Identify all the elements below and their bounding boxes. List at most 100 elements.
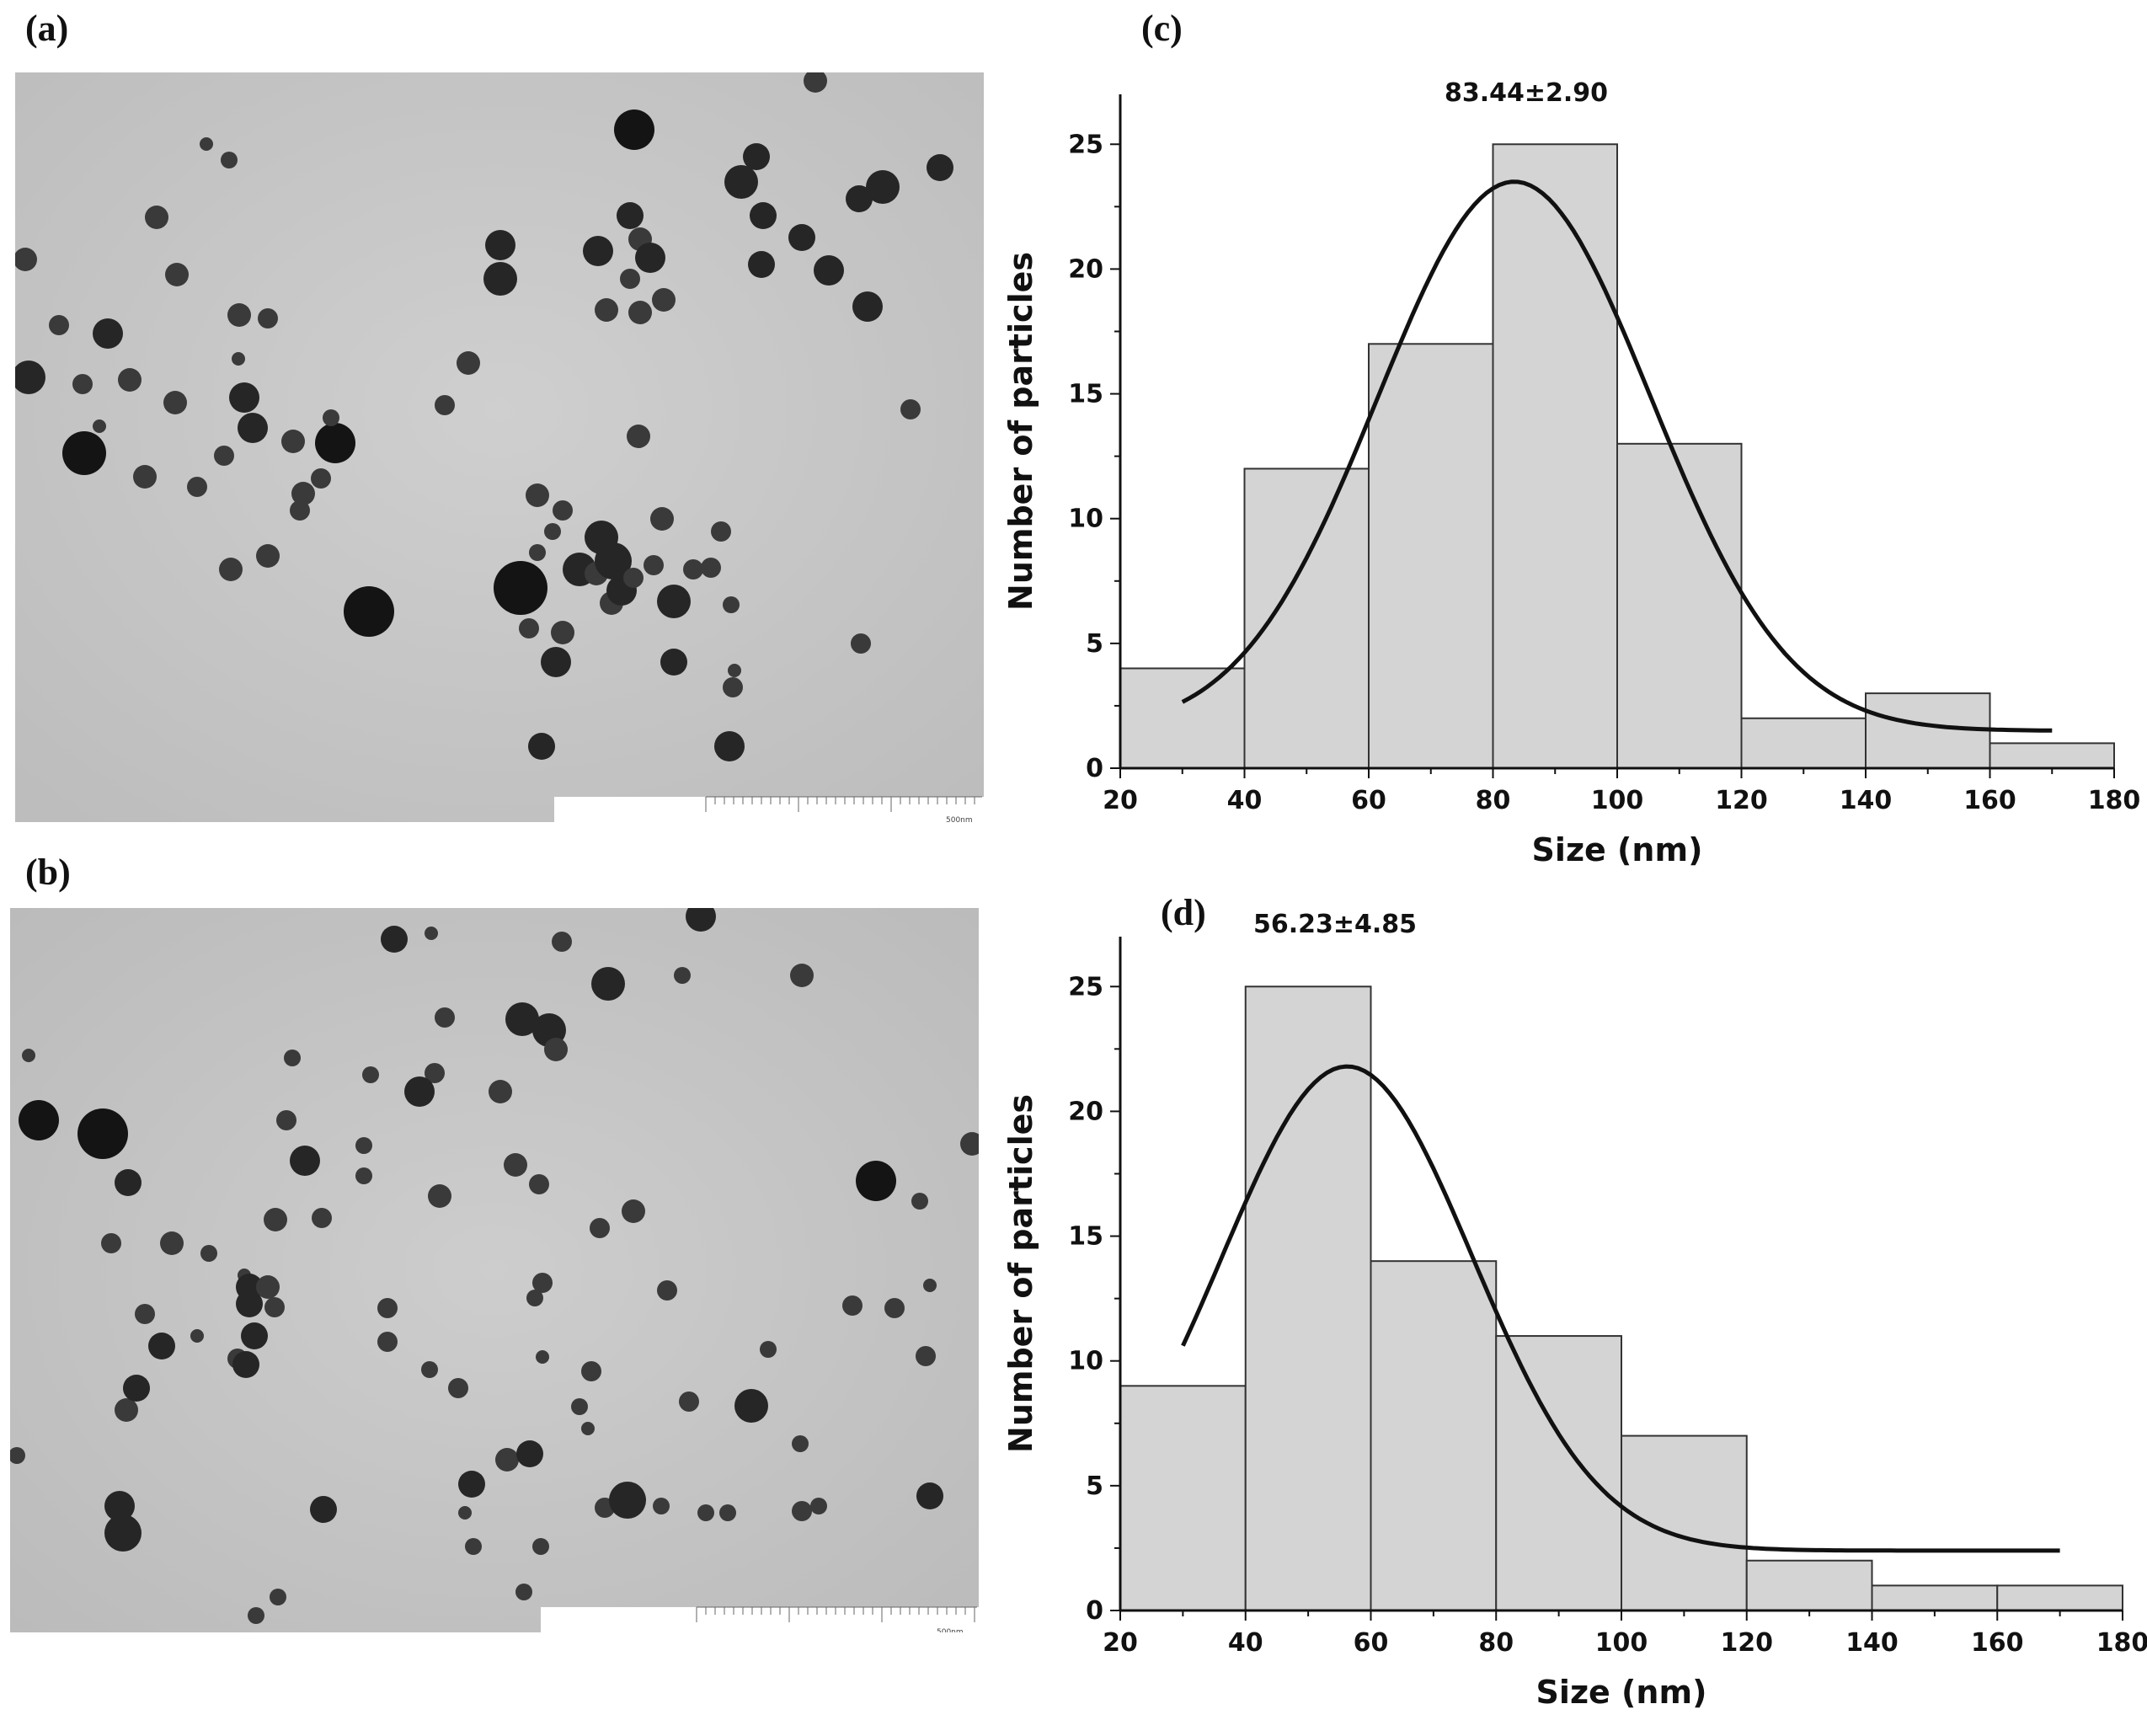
- nanoparticle: [804, 72, 827, 93]
- scale-bar-label-a: 500nm: [946, 816, 973, 822]
- mean-size-annotation: 56.23±4.85: [1253, 910, 1417, 939]
- nanoparticle: [238, 413, 268, 443]
- nanoparticle: [187, 477, 207, 497]
- nanoparticle: [653, 1498, 670, 1514]
- nanoparticle: [526, 1290, 543, 1306]
- nanoparticle: [900, 399, 921, 419]
- nanoparticle: [281, 430, 305, 453]
- nanoparticle: [748, 251, 775, 278]
- scale-bar-label-b: 500nm: [937, 1628, 964, 1632]
- nanoparticle: [516, 1440, 543, 1467]
- nanoparticle: [551, 621, 574, 644]
- nanoparticle: [583, 236, 613, 266]
- nanoparticle: [241, 1322, 268, 1349]
- x-tick-label: 20: [1103, 1628, 1138, 1658]
- nanoparticle: [635, 243, 665, 273]
- x-tick-label: 80: [1476, 786, 1511, 815]
- nanoparticle: [617, 202, 644, 229]
- nanoparticle: [714, 731, 745, 761]
- gaussian-fit-curve: [1181, 1064, 2060, 1553]
- nanoparticle: [377, 1298, 398, 1318]
- y-tick-label: 10: [1068, 1347, 1103, 1376]
- nanoparticle: [686, 908, 716, 932]
- nanoparticle: [504, 1153, 527, 1177]
- y-tick-label: 0: [1086, 1596, 1103, 1626]
- nanoparticle: [362, 1066, 379, 1083]
- histogram-bar: [1119, 1385, 1247, 1611]
- y-tick-label: 0: [1086, 754, 1103, 783]
- nanoparticle: [609, 1482, 646, 1519]
- nanoparticle: [290, 500, 310, 521]
- nanoparticle: [344, 586, 394, 637]
- nanoparticle: [311, 468, 331, 489]
- nanoparticle: [884, 1298, 905, 1318]
- particles-a: [15, 72, 953, 761]
- nanoparticle: [381, 926, 408, 953]
- histogram-bar: [1495, 1335, 1622, 1612]
- nanoparticle: [404, 1076, 435, 1107]
- nanoparticle: [529, 544, 546, 561]
- x-axis-title: Size (nm): [1532, 831, 1703, 868]
- nanoparticle: [541, 647, 571, 677]
- histogram-bar: [1989, 742, 2115, 769]
- nanoparticle: [49, 315, 69, 335]
- nanoparticle: [227, 303, 251, 327]
- y-tick-label: 15: [1068, 1222, 1103, 1252]
- nanoparticle: [19, 1100, 59, 1140]
- nanoparticle: [276, 1110, 296, 1130]
- panel-label-a: (a): [25, 8, 69, 49]
- y-axis-title: Number of particles: [1002, 1094, 1039, 1453]
- nanoparticle: [760, 1341, 777, 1358]
- nanoparticle: [236, 1290, 263, 1317]
- nanoparticle: [866, 170, 900, 204]
- nanoparticle: [595, 542, 632, 580]
- nanoparticle: [660, 649, 687, 676]
- nanoparticle: [133, 465, 157, 489]
- nanoparticle: [679, 1391, 699, 1412]
- y-tick-label: 25: [1068, 130, 1103, 159]
- nanoparticle: [553, 500, 573, 521]
- nanoparticle: [851, 633, 871, 654]
- tem-micrograph-a: 500nm: [15, 72, 984, 822]
- histogram-bar: [1871, 1584, 1999, 1611]
- nanoparticle: [657, 1280, 677, 1301]
- nanoparticle: [846, 185, 873, 212]
- nanoparticle: [526, 483, 549, 507]
- nanoparticle: [115, 1398, 138, 1422]
- x-tick-label: 160: [1971, 1628, 2024, 1658]
- nanoparticle: [528, 733, 555, 760]
- x-tick-label: 40: [1228, 1628, 1263, 1658]
- y-tick-label: 5: [1086, 629, 1103, 659]
- histogram-c: 20 40 60 80 100 120 140 160 180 0 5 10 15 20 25 83.44±2…: [998, 59, 2147, 893]
- micrograph-b-canvas: 500nm: [10, 908, 979, 1632]
- nanoparticle: [310, 1496, 337, 1523]
- nanoparticle: [494, 561, 547, 615]
- nanoparticle: [852, 291, 883, 322]
- nanoparticle: [248, 1607, 264, 1624]
- x-tick-label: 120: [1720, 1628, 1773, 1658]
- nanoparticle: [221, 152, 238, 168]
- nanoparticle: [728, 664, 741, 677]
- nanoparticle: [734, 1389, 768, 1423]
- nanoparticle: [674, 967, 691, 984]
- x-tick-label: 60: [1351, 786, 1386, 815]
- panel-label-b: (b): [25, 852, 71, 893]
- nanoparticle: [315, 423, 355, 463]
- nanoparticle: [10, 1447, 25, 1464]
- nanoparticle: [435, 1007, 455, 1028]
- x-tick-label: 100: [1595, 1628, 1648, 1658]
- nanoparticle: [264, 1208, 287, 1231]
- nanoparticle: [842, 1295, 863, 1316]
- nanoparticle: [532, 1273, 553, 1293]
- nanoparticle: [916, 1482, 943, 1509]
- nanoparticle: [101, 1233, 121, 1253]
- nanoparticle: [750, 202, 777, 229]
- nanoparticle: [614, 110, 654, 150]
- nanoparticle: [145, 206, 168, 229]
- nanoparticle: [628, 301, 652, 324]
- nanoparticle: [519, 618, 539, 638]
- nanoparticle: [290, 1146, 320, 1176]
- nanoparticle: [927, 154, 953, 181]
- histogram-bar: [1740, 717, 1867, 769]
- nanoparticle: [93, 419, 106, 433]
